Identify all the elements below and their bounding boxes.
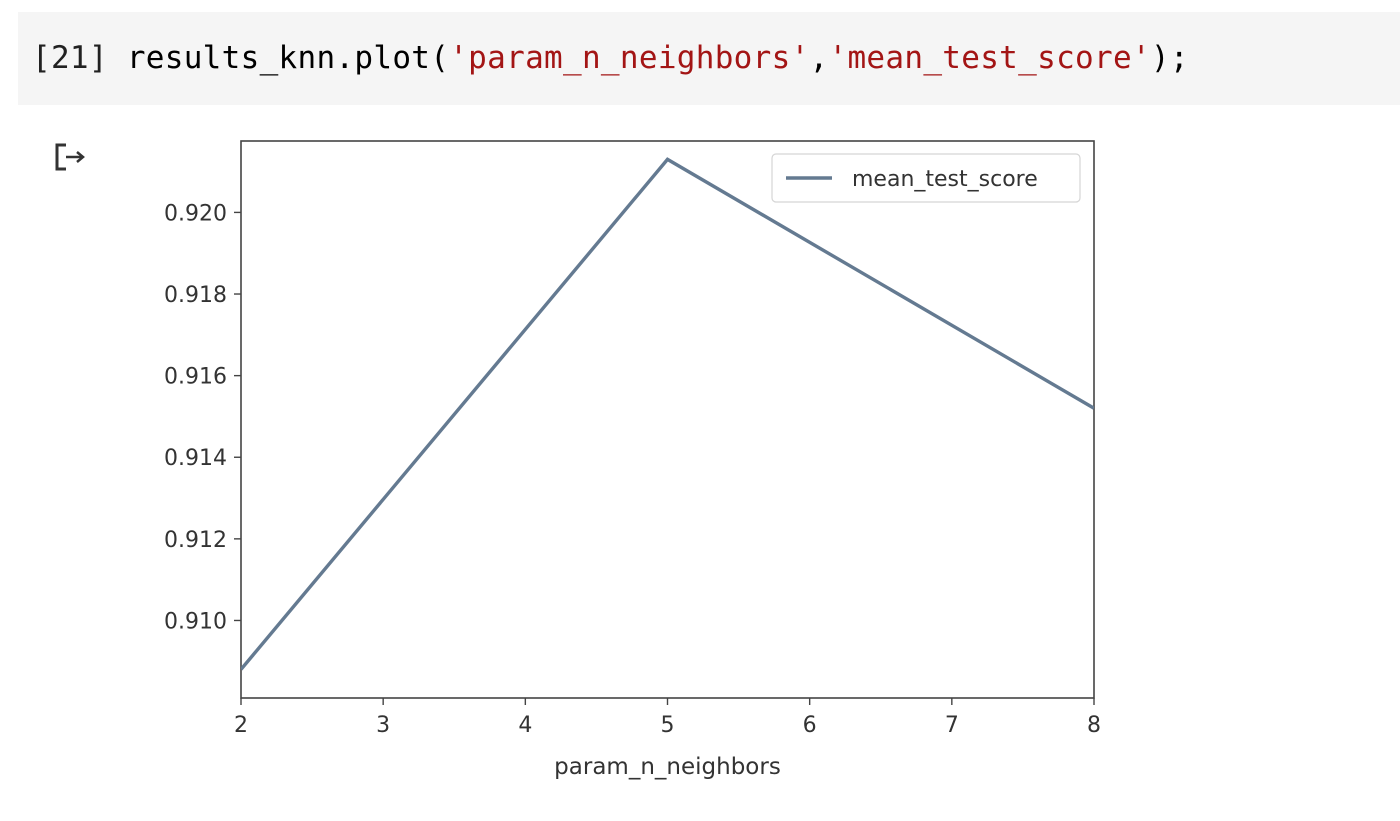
code-cell[interactable]: [21] results_knn.plot('param_n_neighbors… xyxy=(18,12,1400,105)
code-suffix: ); xyxy=(1150,40,1189,76)
chart-container: 2 3 4 5 6 7 8 0.910 0.912 0.914 0.916 0.918 0.920 par… xyxy=(100,120,1160,800)
line-chart: 2 3 4 5 6 7 8 0.910 0.912 0.914 0.916 0.918 0.920 par… xyxy=(164,140,1101,780)
code-line[interactable]: [21] results_knn.plot('param_n_neighbors… xyxy=(32,40,1189,76)
x-tick-label: 5 xyxy=(661,713,675,738)
y-tick-label: 0.918 xyxy=(164,283,227,308)
x-tick-label: 7 xyxy=(945,713,959,738)
y-tick-label: 0.916 xyxy=(164,365,227,390)
code-call: results_knn.plot( xyxy=(126,40,450,76)
legend-label: mean_test_score xyxy=(852,167,1038,192)
x-tick-label: 3 xyxy=(376,713,390,738)
series-line xyxy=(241,157,1094,671)
output-redirect-icon-svg xyxy=(55,143,85,171)
execution-count: [21] xyxy=(32,40,108,76)
y-tick-label: 0.920 xyxy=(164,201,227,226)
y-tick-label: 0.912 xyxy=(164,528,227,553)
code-comma: , xyxy=(809,40,829,76)
code-string-x: 'param_n_neighbors' xyxy=(449,40,810,76)
x-axis-label: param_n_neighbors xyxy=(554,754,781,780)
x-tick-label: 4 xyxy=(518,713,532,738)
y-tick-label: 0.910 xyxy=(164,609,227,634)
plot-frame xyxy=(240,140,1095,699)
output-redirect-icon[interactable] xyxy=(52,140,92,174)
x-tick-label: 2 xyxy=(234,713,248,738)
x-tick-label: 8 xyxy=(1087,713,1101,738)
code-string-y: 'mean_test_score' xyxy=(828,40,1151,76)
y-tick-label: 0.914 xyxy=(164,446,227,471)
legend-box xyxy=(771,153,1081,203)
x-tick-label: 6 xyxy=(803,713,817,738)
